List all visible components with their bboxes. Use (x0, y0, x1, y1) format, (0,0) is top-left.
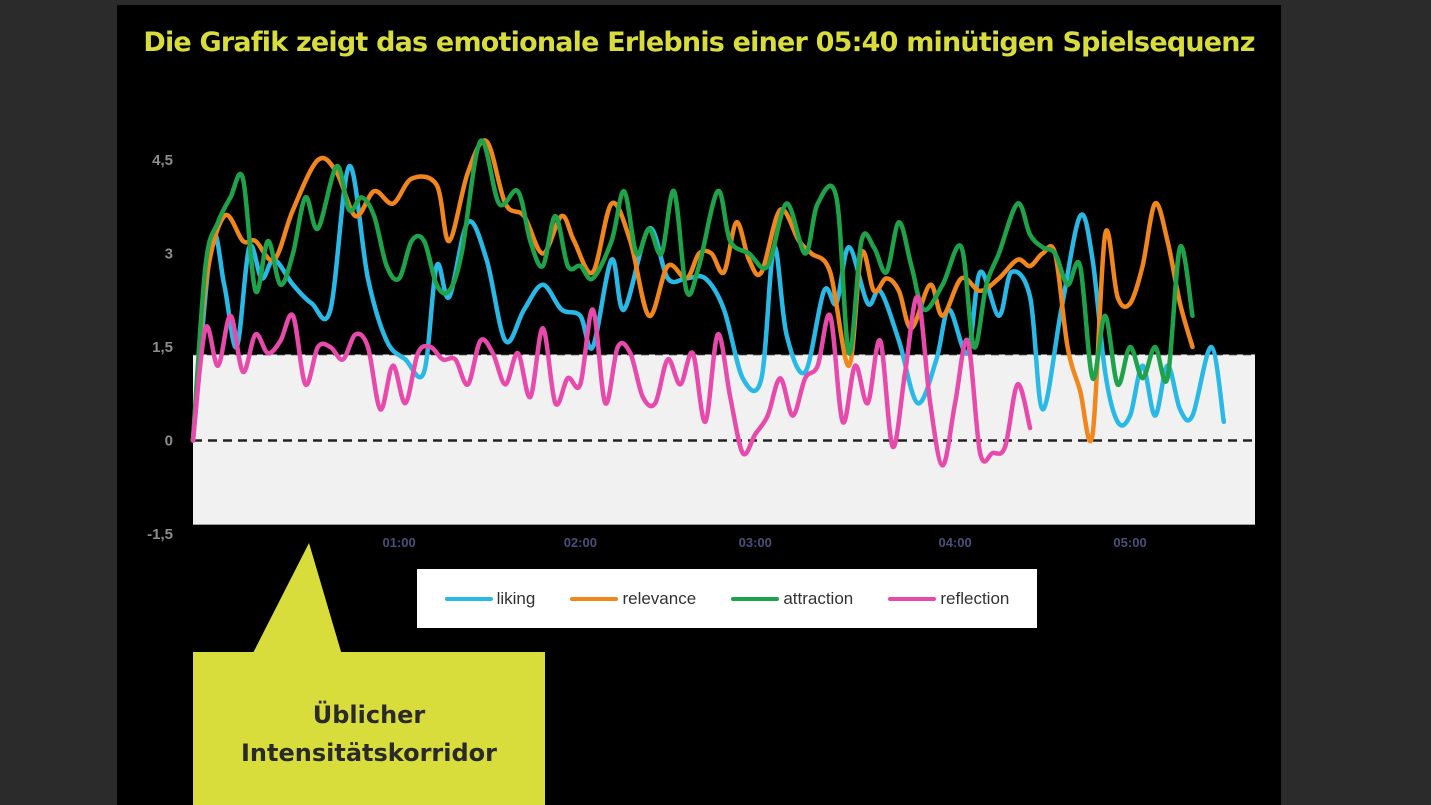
x-tick-label: 05:00 (1113, 535, 1146, 550)
legend-item-relevance: relevance (570, 589, 696, 609)
series-line-reflection (190, 294, 1033, 468)
legend-item-attraction: attraction (731, 589, 853, 609)
x-tick-label: 02:00 (564, 535, 597, 550)
callout-line-2: Intensitätskorridor (241, 738, 497, 767)
callout-line-1: Üblicher (312, 700, 426, 729)
callout-box: Üblicher Intensitätskorridor (193, 652, 545, 805)
legend-label-relevance: relevance (622, 588, 697, 608)
series-line-attraction (190, 138, 1195, 443)
legend-swatch-relevance (570, 596, 619, 601)
x-tick-label: 04:00 (939, 535, 972, 550)
y-tick-label: 1,5 (152, 339, 173, 356)
legend-swatch-reflection (888, 596, 937, 601)
series-line-relevance (190, 138, 1195, 444)
y-tick-label: 4,5 (152, 152, 173, 169)
line-chart: -1,5 0 1,5 3 4,5 01:00 02:00 03:00 04:00 05:00 (147, 138, 1255, 550)
y-tick-label: 3 (165, 246, 173, 263)
series-line-liking (190, 163, 1227, 443)
legend-label-reflection: reflection (940, 588, 1010, 608)
y-tick-label: 0 (165, 433, 173, 450)
legend-swatch-attraction (731, 596, 780, 601)
legend-label-attraction: attraction (783, 588, 854, 608)
x-tick-label: 01:00 (383, 535, 416, 550)
series-layer (190, 138, 1227, 468)
y-tick-label: -1,5 (147, 526, 173, 543)
axis-layer: -1,5 0 1,5 3 4,5 01:00 02:00 03:00 04:00 05:00 (147, 152, 1147, 550)
chart-legend: liking relevance attraction reflection (417, 569, 1037, 628)
slide: Die Grafik zeigt das emotionale Erlebnis… (117, 5, 1281, 805)
x-tick-label: 03:00 (739, 535, 772, 550)
legend-swatch-liking (444, 596, 493, 601)
legend-label-liking: liking (496, 588, 536, 608)
chart-title: Die Grafik zeigt das emotionale Erlebnis… (143, 27, 1255, 58)
legend-item-reflection: reflection (888, 589, 1009, 609)
legend-item-liking: liking (444, 588, 536, 609)
